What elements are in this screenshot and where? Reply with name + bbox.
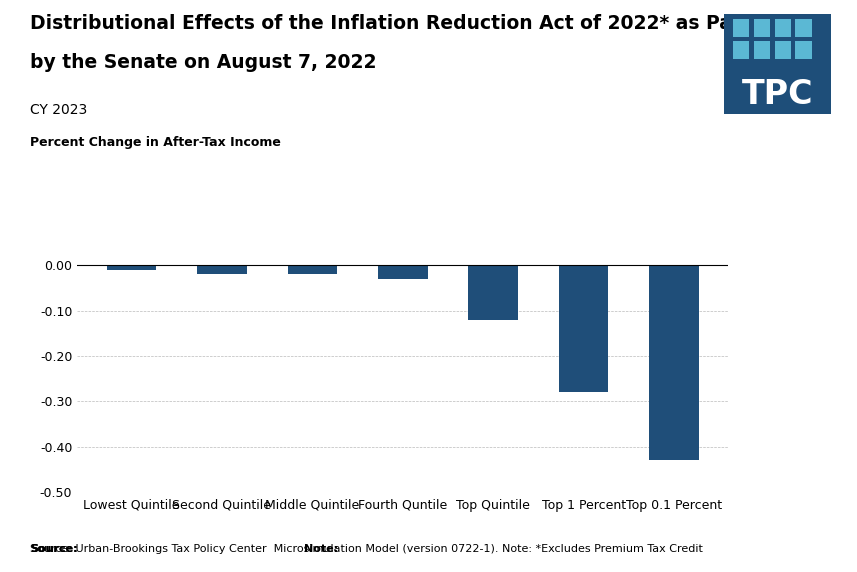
Bar (649, 265, 698, 460)
Bar (468, 265, 518, 320)
Bar (733, 41, 749, 59)
Bar (378, 265, 428, 279)
Text: Source: Urban-Brookings Tax Policy Center  Microsimulation Model (version 0722-1: Source: Urban-Brookings Tax Policy Cente… (30, 544, 703, 554)
Text: Source:: Source: (30, 544, 78, 554)
Text: Source:: Source: (30, 544, 78, 554)
Bar (775, 41, 791, 59)
Bar (753, 19, 770, 37)
Text: Percent Change in After-Tax Income: Percent Change in After-Tax Income (30, 136, 281, 149)
Text: by the Senate on August 7, 2022: by the Senate on August 7, 2022 (30, 53, 376, 72)
Text: Note:: Note: (304, 544, 338, 554)
Bar (559, 265, 608, 392)
Bar (775, 19, 791, 37)
Bar (733, 19, 749, 37)
Bar (197, 265, 247, 275)
Bar (753, 41, 770, 59)
Bar (795, 19, 812, 37)
Text: Distributional Effects of the Inflation Reduction Act of 2022* as Passed: Distributional Effects of the Inflation … (30, 14, 781, 33)
Bar (795, 41, 812, 59)
Text: TPC: TPC (742, 78, 813, 111)
Bar (107, 265, 157, 270)
Text: CY 2023: CY 2023 (30, 103, 87, 117)
Bar (288, 265, 338, 275)
